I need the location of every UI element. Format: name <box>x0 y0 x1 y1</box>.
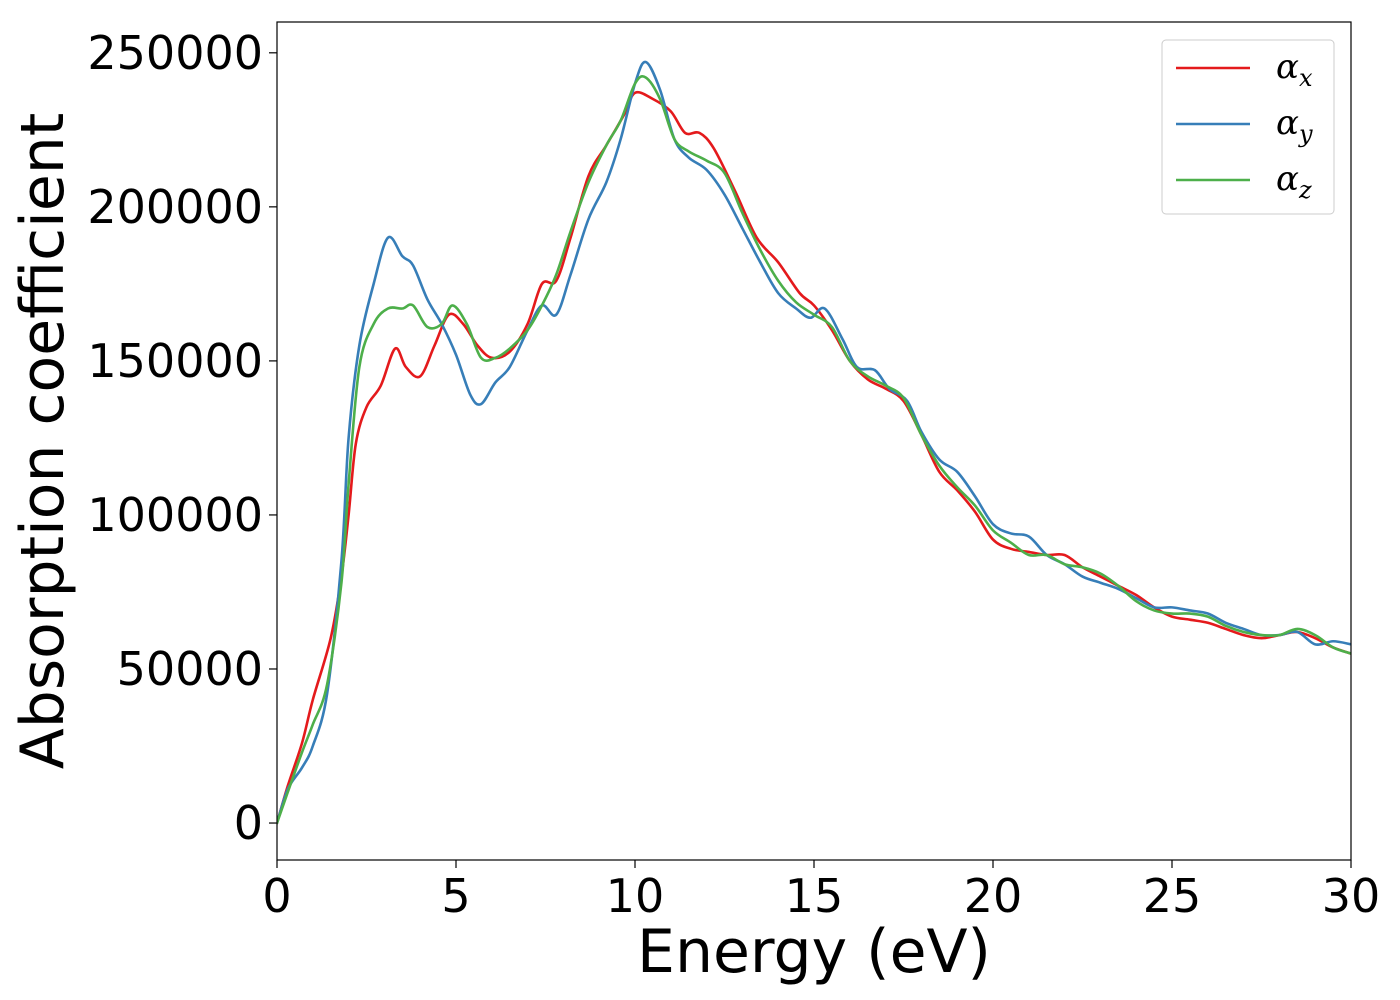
y-tick-label: 150000 <box>87 334 263 388</box>
legend-subscript: x <box>1299 64 1313 92</box>
legend-symbol: α <box>1276 47 1299 87</box>
legend-box <box>1161 39 1335 215</box>
y-axis-label: Absorption coefficient <box>8 113 78 770</box>
legend-subscript: y <box>1298 120 1313 148</box>
x-axis-ticks: 0 5 10 15 20 25 30 <box>262 860 1380 923</box>
y-tick-label: 50000 <box>117 642 263 696</box>
x-axis-label: Energy (eV) <box>637 917 991 987</box>
y-tick-label: 100000 <box>87 488 263 542</box>
legend-label-x: αx <box>1276 47 1313 92</box>
x-tick-label: 15 <box>785 869 844 923</box>
x-tick-label: 0 <box>262 869 291 923</box>
y-axis-ticks: 0 50000 100000 150000 200000 250000 <box>87 26 277 850</box>
x-tick-label: 20 <box>964 869 1023 923</box>
y-tick-label: 200000 <box>87 180 263 234</box>
legend-label-z: αz <box>1276 159 1312 204</box>
series-line-z <box>277 75 1351 825</box>
legend-symbol: α <box>1276 159 1299 199</box>
legend-subscript: z <box>1298 176 1312 204</box>
x-tick-label: 30 <box>1322 869 1381 923</box>
y-tick-label: 0 <box>234 796 263 850</box>
legend-symbol: α <box>1276 103 1299 143</box>
x-tick-label: 10 <box>606 869 665 923</box>
x-tick-label: 25 <box>1143 869 1202 923</box>
legend-label-y: αy <box>1276 103 1313 148</box>
series-layer <box>277 60 1351 825</box>
series-line-y <box>277 60 1351 825</box>
x-tick-label: 5 <box>441 869 470 923</box>
y-tick-label: 250000 <box>87 26 263 80</box>
